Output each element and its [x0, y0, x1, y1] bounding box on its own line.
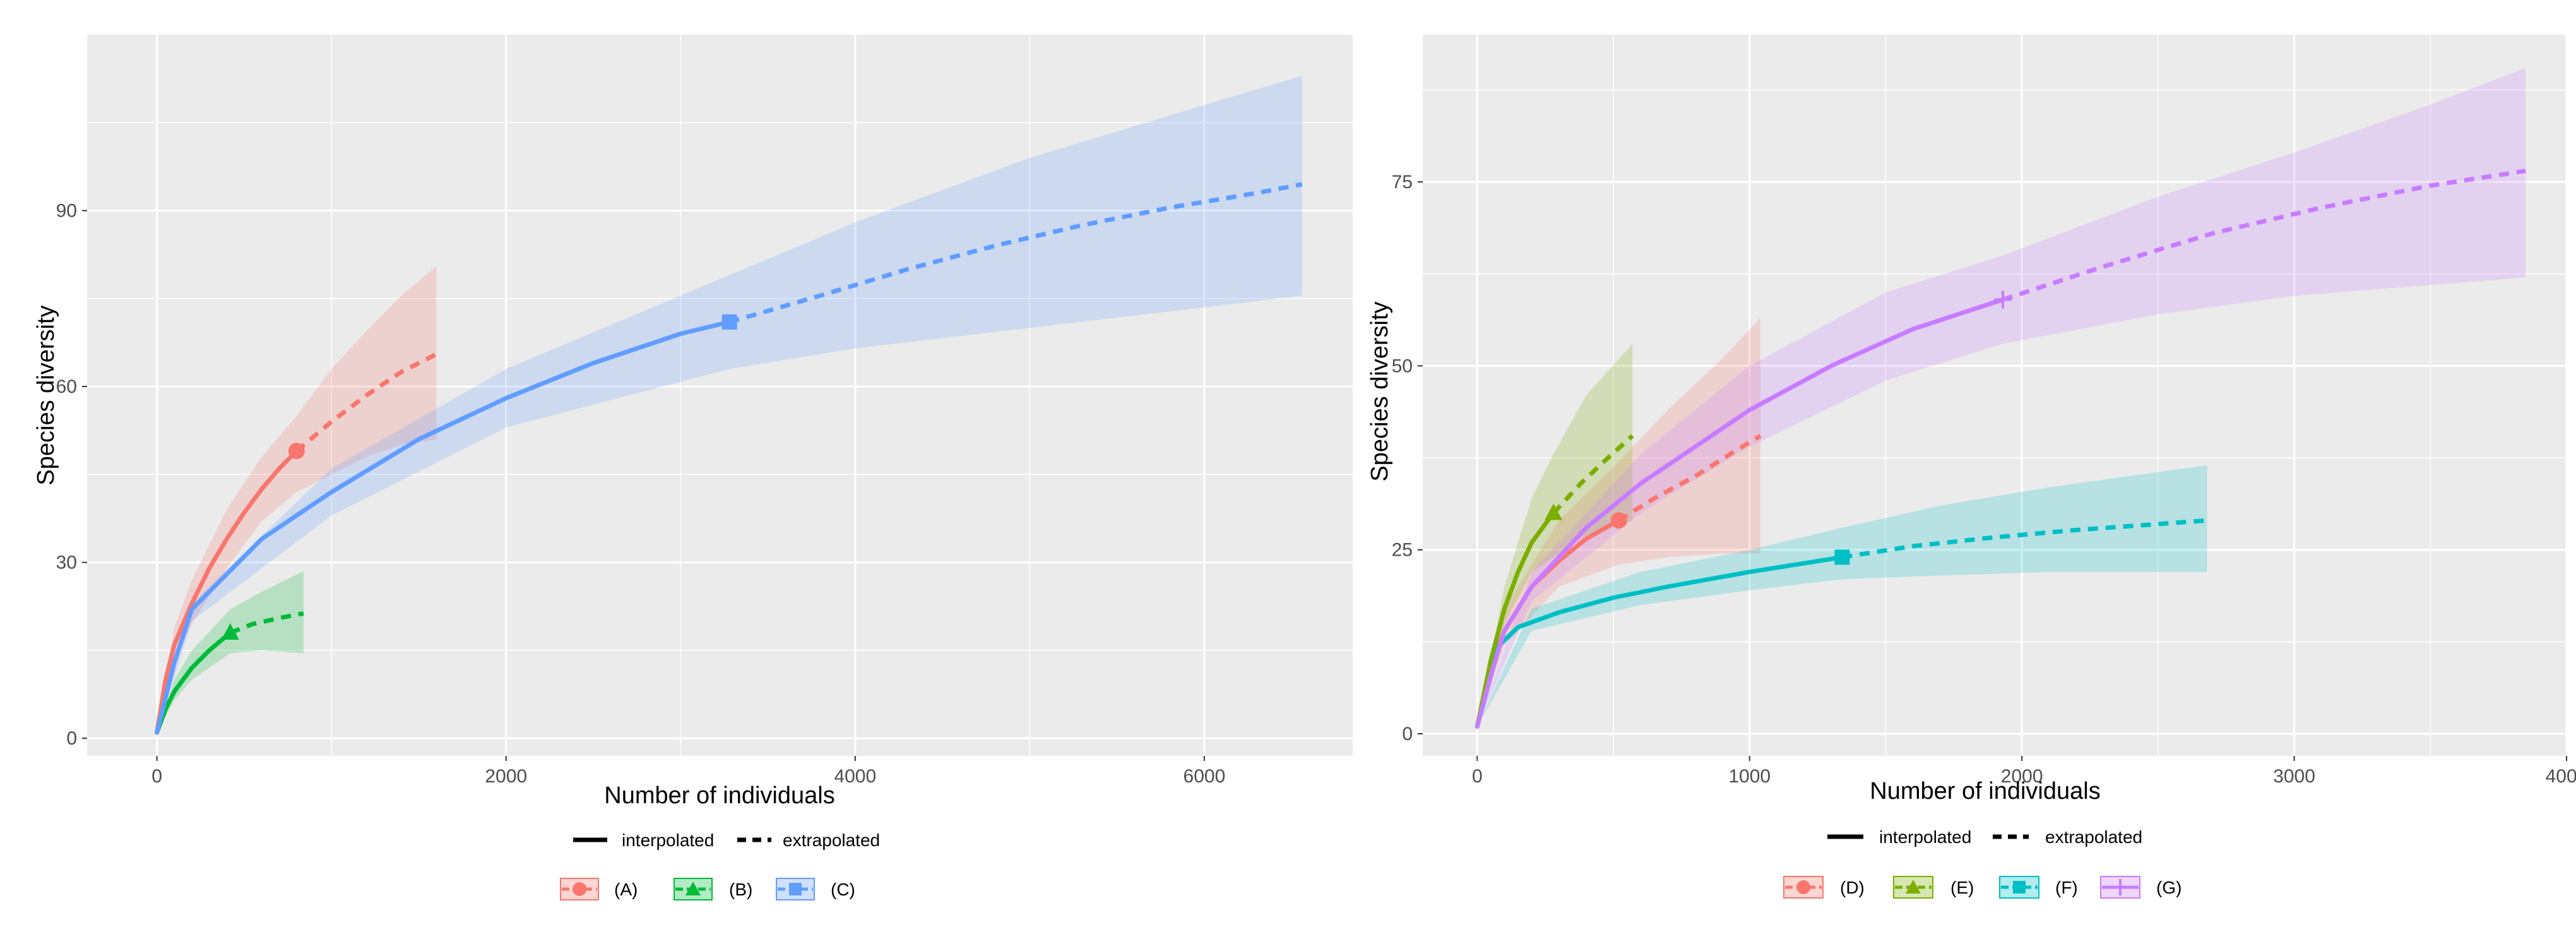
observed-point-c [721, 314, 737, 330]
x-tick-label: 1000 [1728, 766, 1771, 787]
confidence-band-c [157, 75, 1302, 733]
legend-item-f: (F) [1999, 876, 2078, 899]
x-tick-label: 2000 [485, 766, 527, 787]
x-axis-title: Number of individuals [1870, 778, 2100, 804]
y-tick-label: 30 [56, 553, 77, 573]
legend-marker-a [573, 882, 586, 896]
observed-point-f [1834, 549, 1850, 565]
legend-marker-b [686, 882, 701, 895]
legend-item-d: (D) [1783, 876, 1865, 899]
x-tick-label: 0 [1472, 766, 1483, 787]
legend-extrapolated-label: extrapolated [2045, 827, 2142, 847]
legend-interpolated-label: interpolated [622, 830, 714, 850]
interpolated-line-e [1475, 510, 1556, 729]
legend-label-a: (A) [614, 880, 638, 899]
observed-point-b [221, 623, 239, 640]
extrapolated-line-e [1552, 434, 1634, 515]
legend-item-c: (C) [776, 878, 855, 900]
extrapolated-line-d [1617, 434, 1762, 523]
series-lines [1475, 169, 2526, 729]
confidence-band-g [1477, 68, 2526, 727]
x-axis-ticks: 0 1000 2000 3000 4000 [1472, 756, 2576, 787]
legend-label-f: (F) [2055, 878, 2078, 897]
legend-item-a: (A) [560, 878, 638, 900]
y-tick-label: 50 [1392, 356, 1413, 376]
confidence-bands [157, 75, 1302, 733]
y-axis-title: Species diversity [33, 305, 59, 485]
x-axis-title: Number of individuals [604, 782, 834, 809]
legend-item-b: (B) [674, 878, 752, 900]
x-tick-label: 4000 [834, 766, 876, 787]
interpolated-line-a [155, 448, 299, 735]
interpolated-line-b [155, 630, 233, 735]
legend-label-g: (G) [2156, 878, 2181, 897]
observed-point-e [1545, 503, 1563, 520]
legend-marker-c [789, 883, 802, 895]
series-lines [155, 182, 1303, 735]
legend-marker-f [2013, 881, 2026, 894]
legend-item-g: (G) [2100, 876, 2181, 899]
y-axis-ticks: 0 25 50 75 [1392, 172, 1423, 745]
confidence-band-a [157, 266, 437, 733]
extrapolated-line-g [2002, 169, 2526, 302]
legend-label-d: (D) [1840, 878, 1865, 897]
y-tick-label: 90 [56, 201, 77, 222]
plot-background [87, 35, 1353, 756]
interpolated-line-g [1475, 297, 2005, 729]
y-tick-label: 60 [56, 376, 77, 397]
x-tick-label: 3000 [2273, 766, 2315, 787]
y-tick-label: 25 [1392, 540, 1413, 561]
extrapolated-line-c [728, 182, 1303, 325]
gridlines [87, 35, 1353, 756]
observed-point-a [288, 443, 305, 460]
legend-marker-d [1796, 880, 1810, 894]
linetype-legend: interpolated extrapolated [573, 830, 880, 850]
legend-interpolated-label: interpolated [1879, 827, 1971, 847]
legend-item-e: (E) [1893, 876, 1974, 899]
legend-label-e: (E) [1950, 878, 1974, 897]
confidence-band-b [157, 571, 304, 733]
linetype-legend: interpolated extrapolated [1827, 827, 2142, 847]
x-tick-label: 2000 [2001, 766, 2043, 787]
legend-label-c: (C) [831, 880, 855, 899]
legend-marker-e [1906, 880, 1921, 894]
y-tick-label: 75 [1392, 172, 1413, 193]
x-tick-label: 0 [151, 766, 162, 787]
observed-markers [1545, 290, 2012, 565]
observed-markers [221, 314, 737, 640]
y-axis-title: Species diversity [1367, 301, 1393, 481]
extrapolated-line-a [295, 352, 437, 453]
y-axis-ticks: 0 30 60 90 [56, 201, 87, 749]
series-legend: (A) (B) (C) [560, 878, 855, 900]
x-axis-ticks: 0 2000 4000 6000 [151, 756, 1225, 787]
series-legend: (D) (E) (F) (G) [1783, 876, 2181, 899]
x-tick-label: 4000 [2546, 766, 2576, 787]
left-chart: 0 2000 4000 6000 0 30 60 90 Number of individu… [33, 35, 1353, 900]
legend-label-b: (B) [729, 880, 752, 899]
extrapolated-line-f [1841, 518, 2207, 559]
x-tick-label: 6000 [1184, 766, 1226, 787]
confidence-band-f [1477, 465, 2207, 727]
interpolated-line-c [155, 320, 732, 735]
legend-extrapolated-label: extrapolated [783, 830, 880, 850]
y-tick-label: 0 [1402, 724, 1413, 745]
observed-point-g [1993, 290, 2012, 309]
gridlines [1423, 35, 2568, 756]
observed-point-d [1610, 512, 1627, 529]
y-tick-label: 0 [66, 728, 77, 749]
confidence-band-e [1477, 344, 1633, 727]
extrapolated-line-b [229, 611, 304, 635]
right-chart: 0 1000 2000 3000 4000 0 25 50 75 Number of indi… [1367, 35, 2576, 899]
